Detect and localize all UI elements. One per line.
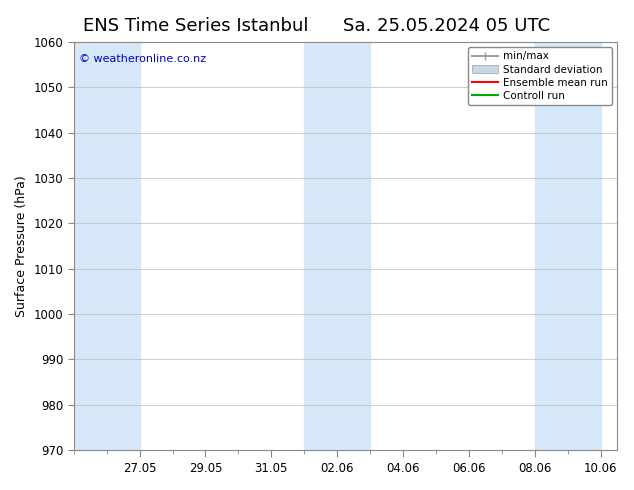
- Text: ENS Time Series Istanbul      Sa. 25.05.2024 05 UTC: ENS Time Series Istanbul Sa. 25.05.2024 …: [84, 17, 550, 35]
- Bar: [304, 42, 370, 450]
- Bar: [74, 42, 139, 450]
- Text: © weatheronline.co.nz: © weatheronline.co.nz: [79, 54, 206, 64]
- Y-axis label: Surface Pressure (hPa): Surface Pressure (hPa): [15, 175, 28, 317]
- Bar: [535, 42, 600, 450]
- Legend: min/max, Standard deviation, Ensemble mean run, Controll run: min/max, Standard deviation, Ensemble me…: [468, 47, 612, 105]
